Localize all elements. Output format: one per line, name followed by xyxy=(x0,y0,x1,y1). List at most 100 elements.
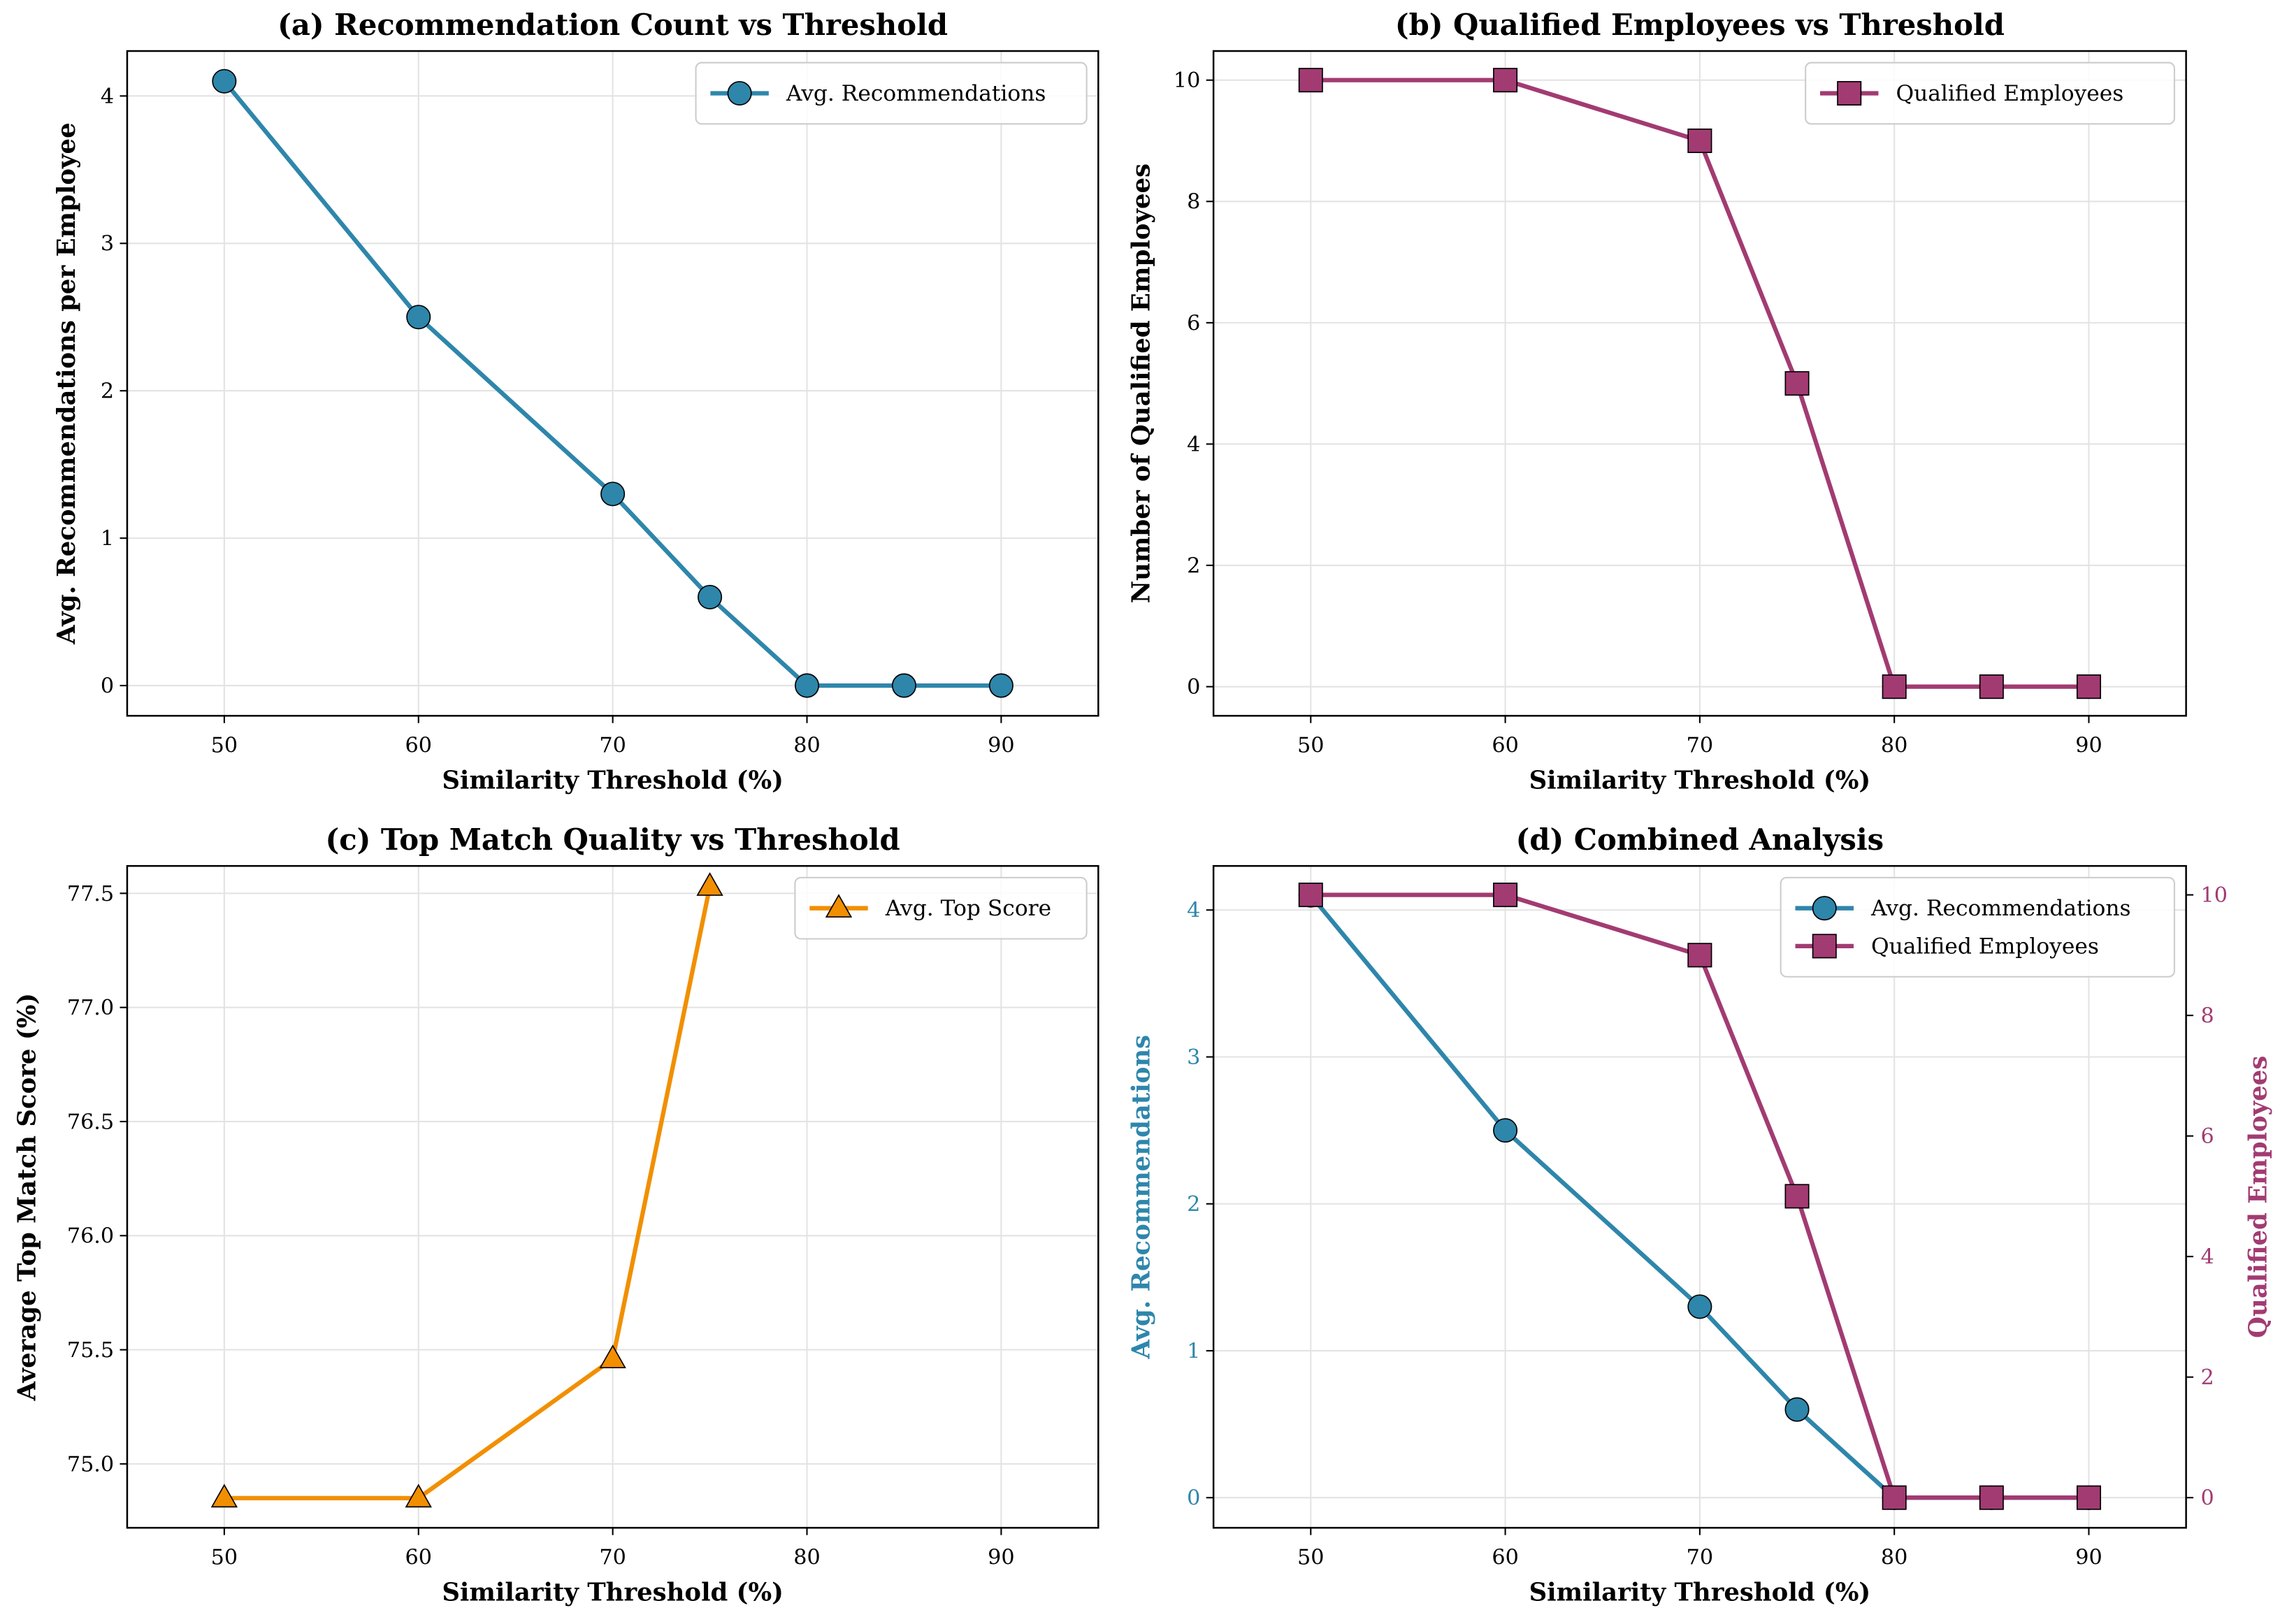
data-point xyxy=(794,673,820,698)
series-line-0 xyxy=(224,885,712,1500)
x-tick-label: 90 xyxy=(988,1545,1014,1569)
data-point xyxy=(600,481,626,507)
data-point xyxy=(1298,68,1323,93)
chart-panel-c: 50 60 70 80 90 75.0 75.5 76.0 76.5 77.0 77.5 (c) To… xyxy=(13,822,1099,1607)
y-tick-label: 75.5 xyxy=(67,1338,114,1363)
x-tick-label: 50 xyxy=(1297,1545,1324,1569)
y-tick-label: 3 xyxy=(1187,1045,1200,1070)
data-point xyxy=(1882,674,1907,699)
chart-panel-d: 50 60 70 80 90 0 1 2 3 4 0 2 4 6 8 10 (d) Combined Analy… xyxy=(1127,822,2272,1607)
y-tick-label: 77.0 xyxy=(67,996,114,1020)
chart-title: (c) Top Match Quality vs Threshold xyxy=(326,822,900,857)
y-tick-label: 4 xyxy=(1187,433,1200,457)
data-point xyxy=(1687,128,1712,153)
legend-label: Qualified Employees xyxy=(1896,81,2123,106)
data-point xyxy=(698,584,723,610)
x-tick-label: 80 xyxy=(1881,1545,1907,1569)
x-axis-label: Similarity Threshold (%) xyxy=(442,1579,784,1607)
data-point xyxy=(988,673,1013,698)
x-tick-label: 60 xyxy=(405,1545,432,1569)
data-point xyxy=(1493,68,1518,93)
data-point xyxy=(599,1344,626,1368)
y-tick-label: 1 xyxy=(101,527,114,551)
data-point xyxy=(891,673,916,698)
legend-label: Avg. Top Score xyxy=(885,896,1051,921)
legend-box xyxy=(695,61,1088,125)
x-tick-label: 50 xyxy=(211,733,238,757)
legend: Qualified Employees xyxy=(1805,61,2175,125)
x-tick-label: 70 xyxy=(1687,1545,1713,1569)
y-tick-label: 2 xyxy=(1187,553,1200,578)
data-point xyxy=(1784,1184,1810,1209)
legend-marker xyxy=(1812,934,1837,959)
x-axis-label: Similarity Threshold (%) xyxy=(1529,1579,1871,1607)
y-axis-label: Average Top Match Score (%) xyxy=(13,993,42,1402)
data-point xyxy=(1979,1485,2004,1510)
legend: Avg. Top Score xyxy=(794,876,1088,940)
x-tick-label: 90 xyxy=(988,733,1014,757)
data-point xyxy=(1493,883,1518,908)
y-right-tick-label: 6 xyxy=(2200,1124,2214,1149)
legend-label: Avg. Recommendations xyxy=(786,81,1046,106)
data-point xyxy=(1687,943,1712,968)
legend-box xyxy=(1805,61,2175,125)
y-tick-label: 0 xyxy=(1187,675,1200,699)
x-tick-label: 60 xyxy=(1492,1545,1518,1569)
x-axis-label: Similarity Threshold (%) xyxy=(442,767,784,795)
chart-panel-a: 50 60 70 80 90 0 1 2 3 4 (a) Recommendation Count … xyxy=(52,8,1099,795)
y-right-tick-label: 10 xyxy=(2200,883,2227,908)
chart-title: (a) Recommendation Count vs Threshold xyxy=(277,8,948,42)
x-axis-label: Similarity Threshold (%) xyxy=(1529,767,1871,795)
data-point xyxy=(405,1484,432,1508)
x-tick-label: 70 xyxy=(1687,733,1713,757)
y-tick-label: 4 xyxy=(1187,899,1200,923)
legend-marker xyxy=(1812,896,1837,921)
x-tick-label: 70 xyxy=(599,733,626,757)
data-point xyxy=(1784,1397,1810,1422)
legend-box xyxy=(794,876,1088,940)
data-point xyxy=(2076,674,2101,699)
y-tick-label: 75.0 xyxy=(67,1452,114,1477)
y-tick-label: 6 xyxy=(1187,311,1200,335)
x-tick-label: 80 xyxy=(1881,733,1907,757)
x-tick-label: 80 xyxy=(793,733,820,757)
data-point xyxy=(2076,1485,2101,1510)
x-tick-label: 70 xyxy=(599,1545,626,1569)
data-point xyxy=(1493,1118,1518,1143)
x-tick-label: 80 xyxy=(793,1545,820,1569)
y-axis-label: Avg. Recommendations per Employee xyxy=(52,122,81,645)
chart-title: (d) Combined Analysis xyxy=(1516,822,1884,857)
legend-label: Avg. Recommendations xyxy=(1870,896,2131,921)
data-point xyxy=(1687,1294,1712,1319)
y-tick-label: 8 xyxy=(1187,190,1200,215)
y-tick-label: 1 xyxy=(1187,1339,1200,1363)
y-right-tick-label: 0 xyxy=(2200,1486,2214,1511)
x-tick-label: 90 xyxy=(2075,733,2102,757)
data-point xyxy=(1882,1485,1907,1510)
x-tick-label: 50 xyxy=(1297,733,1324,757)
y-tick-label: 76.0 xyxy=(67,1224,114,1249)
y-tick-label: 0 xyxy=(1187,1486,1200,1511)
x-tick-label: 60 xyxy=(1492,733,1518,757)
y-tick-label: 10 xyxy=(1174,68,1200,93)
legend-label: Qualified Employees xyxy=(1871,934,2099,959)
legend: Avg. Recommendations xyxy=(695,61,1088,125)
data-point xyxy=(212,68,237,94)
y-tick-label: 77.5 xyxy=(67,882,114,906)
y-right-tick-label: 2 xyxy=(2200,1365,2214,1390)
data-point xyxy=(1784,371,1810,396)
y-tick-label: 2 xyxy=(1187,1192,1200,1217)
x-tick-label: 50 xyxy=(211,1545,238,1569)
data-point xyxy=(696,872,723,896)
legend-marker xyxy=(1837,80,1862,106)
data-point xyxy=(1298,883,1323,908)
y-tick-label: 2 xyxy=(101,379,114,404)
chart-panel-b: 50 60 70 80 90 0 2 4 6 8 10 (b) Qualified Employees… xyxy=(1127,8,2187,795)
legend-box xyxy=(1780,876,2175,978)
y-right-axis-label: Qualified Employees xyxy=(2244,1056,2272,1338)
legend: Avg. Recommendations Qualified Employees xyxy=(1780,876,2175,978)
data-point xyxy=(1979,674,2004,699)
y-tick-label: 3 xyxy=(101,232,114,256)
y-axis-label: Number of Qualified Employees xyxy=(1127,164,1155,603)
